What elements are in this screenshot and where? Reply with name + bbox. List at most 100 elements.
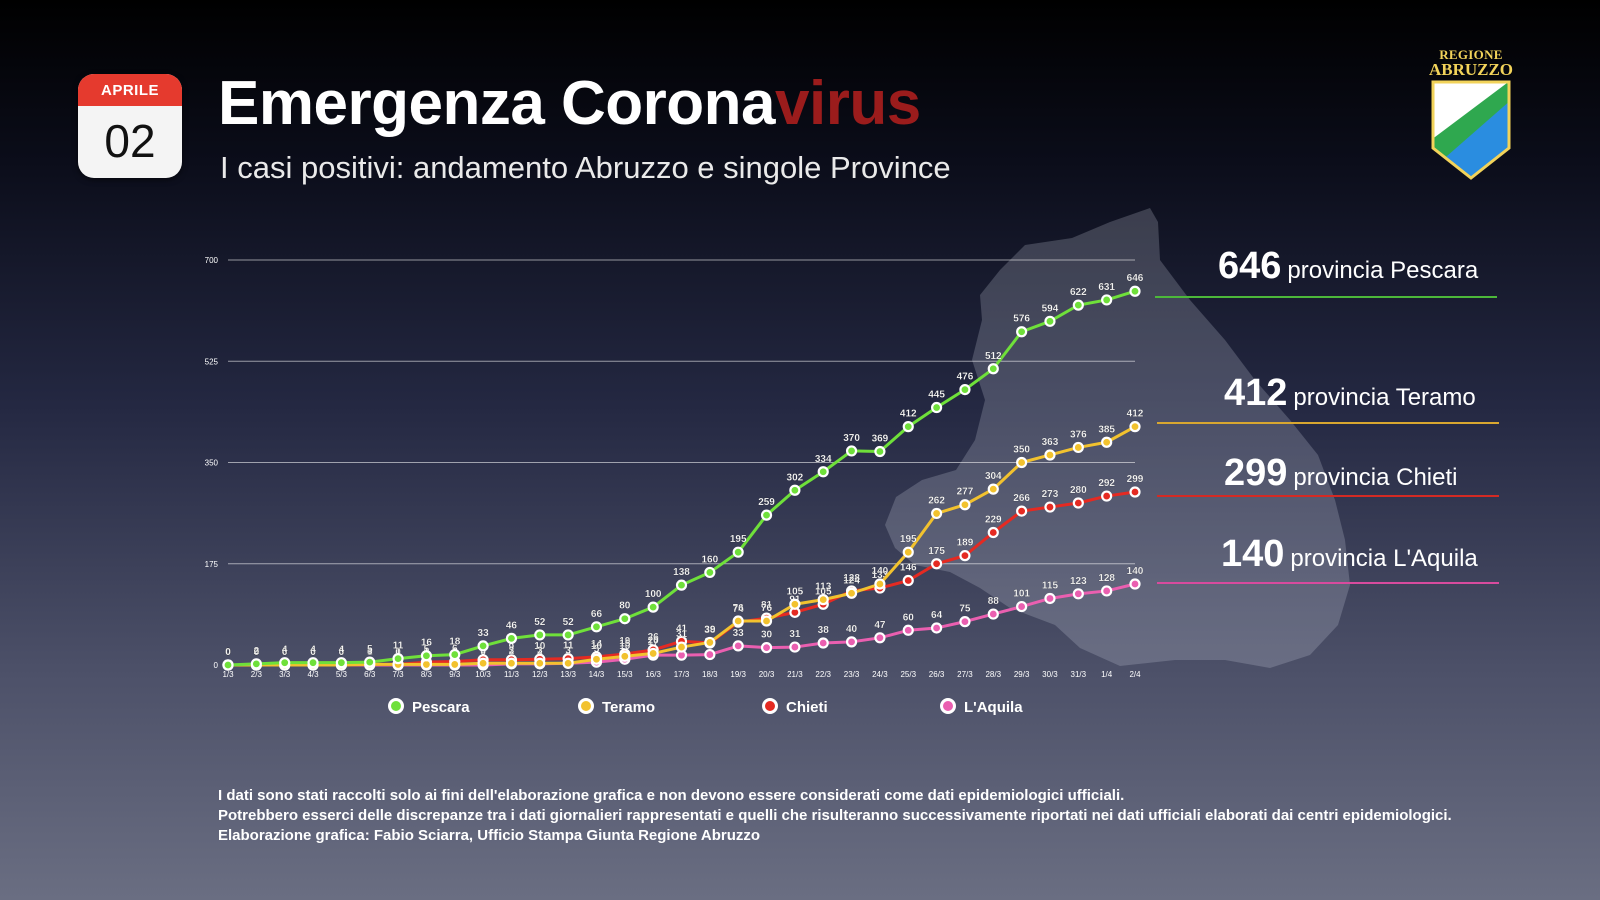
point-pescara-18 [732, 546, 744, 558]
data-label-teramo-32: 412 [1127, 409, 1144, 420]
data-label-laquila-19: 30 [761, 630, 773, 641]
data-label-teramo-11: 3 [537, 645, 543, 656]
data-label-pescara-25: 445 [928, 390, 945, 401]
data-label-chieti-21: 105 [815, 586, 832, 597]
calendar-day: 02 [104, 115, 156, 167]
data-label-teramo-21: 113 [815, 582, 832, 593]
data-label-chieti-6: 1 [395, 646, 401, 657]
point-laquila-31 [1101, 585, 1113, 597]
point-laquila-20 [789, 641, 801, 653]
data-label-teramo-29: 363 [1042, 437, 1059, 448]
point-laquila-18 [732, 640, 744, 652]
data-label-teramo-3: 0 [310, 647, 316, 658]
x-tick-label-7: 8/3 [421, 670, 433, 679]
data-label-pescara-29: 594 [1042, 303, 1059, 314]
data-label-chieti-2: 0 [282, 647, 288, 658]
x-tick-label-13: 14/3 [589, 670, 605, 679]
legend-item-teramo: Teramo [578, 698, 655, 716]
legend-label-laquila: L'Aquila [964, 699, 1023, 716]
data-label-pescara-10: 46 [506, 620, 518, 631]
point-pescara-28 [1016, 326, 1028, 338]
point-chieti-29 [1044, 501, 1056, 513]
data-label-chieti-3: 0 [310, 647, 316, 658]
y-tick-label-0: 0 [214, 661, 219, 670]
point-teramo-13 [590, 653, 603, 665]
x-tick-label-27: 28/3 [985, 670, 1001, 679]
data-label-chieti-23: 133 [872, 570, 889, 581]
legend-label-chieti: Chieti [786, 699, 828, 716]
data-label-chieti-14: 19 [619, 636, 631, 647]
point-teramo-18 [732, 615, 744, 627]
data-label-teramo-19: 76 [761, 603, 773, 614]
data-label-chieti-22: 128 [843, 573, 860, 584]
data-label-teramo-22: 124 [843, 575, 860, 586]
data-label-chieti-17: 38 [704, 625, 716, 636]
data-label-teramo-20: 105 [787, 586, 804, 597]
data-label-pescara-7: 16 [421, 638, 433, 649]
x-tick-label-16: 17/3 [674, 670, 690, 679]
callout-pescara: 646 provincia Pescara [1218, 245, 1478, 288]
data-label-pescara-22: 370 [843, 433, 860, 444]
callout-chieti-line [1157, 495, 1499, 497]
data-label-teramo-6: 1 [395, 646, 401, 657]
data-label-laquila-15: 17 [648, 637, 660, 648]
data-label-laquila-6: 0 [395, 647, 401, 658]
data-label-chieti-31: 292 [1098, 478, 1115, 489]
x-tick-label-8: 9/3 [449, 670, 461, 679]
point-teramo-32 [1129, 421, 1141, 433]
point-teramo-17 [704, 636, 716, 649]
callout-chieti-value: 299 [1224, 452, 1288, 494]
x-tick-label-3: 4/3 [307, 670, 319, 679]
logo-line1: REGIONE [1439, 47, 1503, 62]
x-tick-label-11: 12/3 [532, 670, 548, 679]
point-chieti-32 [1129, 486, 1141, 498]
data-label-chieti-30: 280 [1070, 485, 1087, 496]
data-label-laquila-10: 2 [509, 646, 515, 657]
y-tick-label-175: 175 [205, 560, 219, 569]
point-teramo-28 [1016, 456, 1028, 469]
point-chieti-30 [1072, 497, 1084, 509]
y-tick-label-525: 525 [205, 357, 219, 366]
point-pescara-30 [1072, 299, 1084, 311]
point-pescara-14 [619, 613, 631, 625]
data-label-teramo-18: 76 [733, 603, 745, 614]
data-label-chieti-12: 11 [563, 641, 574, 652]
point-teramo-8 [449, 658, 461, 671]
point-laquila-26 [959, 616, 971, 628]
data-label-teramo-0: 0 [225, 647, 231, 658]
data-label-pescara-18: 195 [730, 534, 747, 545]
data-label-pescara-20: 302 [787, 472, 804, 483]
data-label-chieti-19: 81 [761, 600, 773, 611]
point-pescara-8 [449, 648, 461, 661]
point-teramo-23 [874, 578, 886, 590]
point-laquila-25 [930, 622, 943, 634]
point-laquila-17 [704, 648, 716, 661]
point-pescara-11 [534, 629, 546, 641]
point-teramo-15 [647, 647, 659, 660]
point-pescara-19 [760, 509, 773, 521]
data-label-chieti-0: 0 [225, 647, 231, 658]
note-line-1: I dati sono stati raccolti solo ai fini … [218, 787, 1125, 804]
point-teramo-20 [789, 598, 801, 610]
callout-laquila-line [1157, 582, 1499, 584]
point-teramo-14 [619, 650, 631, 662]
data-label-teramo-17: 39 [704, 624, 716, 635]
data-label-chieti-24: 146 [900, 563, 917, 574]
data-label-teramo-25: 262 [928, 495, 945, 506]
data-label-laquila-30: 123 [1070, 576, 1087, 587]
point-pescara-27 [987, 363, 999, 375]
point-laquila-19 [760, 642, 773, 654]
legend-label-teramo: Teramo [602, 699, 656, 716]
data-label-chieti-26: 189 [957, 538, 974, 549]
data-label-pescara-14: 80 [619, 601, 631, 612]
legend-dot-laquila [940, 698, 956, 714]
x-tick-label-14: 15/3 [617, 670, 633, 679]
data-label-laquila-0: 0 [225, 647, 231, 658]
point-pescara-23 [874, 445, 886, 458]
point-laquila-23 [874, 632, 886, 644]
point-teramo-11 [534, 657, 546, 669]
data-label-pescara-21: 334 [815, 454, 832, 465]
page-title: Emergenza Coronavirus [218, 68, 921, 139]
